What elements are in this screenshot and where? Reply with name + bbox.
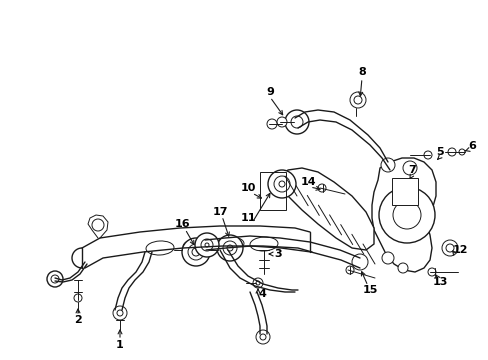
Circle shape [267,170,295,198]
Text: 15: 15 [362,285,377,295]
Text: 16: 16 [174,219,189,229]
Circle shape [256,330,269,344]
Circle shape [187,244,203,260]
Circle shape [397,263,407,273]
Text: 17: 17 [212,207,227,217]
Text: 10: 10 [240,183,255,193]
Text: 6: 6 [467,141,475,151]
Circle shape [47,271,63,287]
Circle shape [441,240,457,256]
Text: 7: 7 [407,165,415,175]
Text: 5: 5 [435,147,443,157]
Polygon shape [278,168,373,250]
Circle shape [195,233,219,257]
Circle shape [51,275,59,283]
Text: 8: 8 [357,67,365,77]
Circle shape [346,266,353,274]
Circle shape [392,201,420,229]
Circle shape [276,117,286,127]
Text: 2: 2 [74,315,81,325]
Ellipse shape [216,237,244,251]
Circle shape [217,235,243,261]
Circle shape [317,184,325,192]
Circle shape [113,306,127,320]
Circle shape [349,92,365,108]
Text: 9: 9 [265,87,273,97]
Circle shape [260,334,265,340]
Circle shape [285,110,308,134]
Circle shape [402,161,416,175]
Ellipse shape [146,241,174,255]
Text: 14: 14 [300,177,315,187]
Circle shape [273,176,289,192]
Circle shape [380,158,394,172]
Circle shape [447,148,455,156]
Circle shape [427,268,435,276]
Circle shape [74,294,82,302]
Circle shape [423,151,431,159]
Text: 13: 13 [431,277,447,287]
Text: 3: 3 [274,249,281,259]
Circle shape [266,119,276,129]
Text: 11: 11 [240,213,255,223]
Circle shape [201,239,213,251]
Circle shape [92,219,104,231]
Text: 1: 1 [116,340,123,350]
Circle shape [290,116,303,128]
Ellipse shape [183,239,210,253]
Polygon shape [391,178,417,205]
Polygon shape [371,158,435,272]
Circle shape [252,278,263,288]
Circle shape [378,187,434,243]
Circle shape [223,241,237,255]
Circle shape [381,252,393,264]
Ellipse shape [249,237,277,251]
Text: 4: 4 [258,289,265,299]
Circle shape [182,238,209,266]
Circle shape [458,149,464,155]
Circle shape [117,310,123,316]
Circle shape [351,254,367,270]
Text: 12: 12 [451,245,467,255]
